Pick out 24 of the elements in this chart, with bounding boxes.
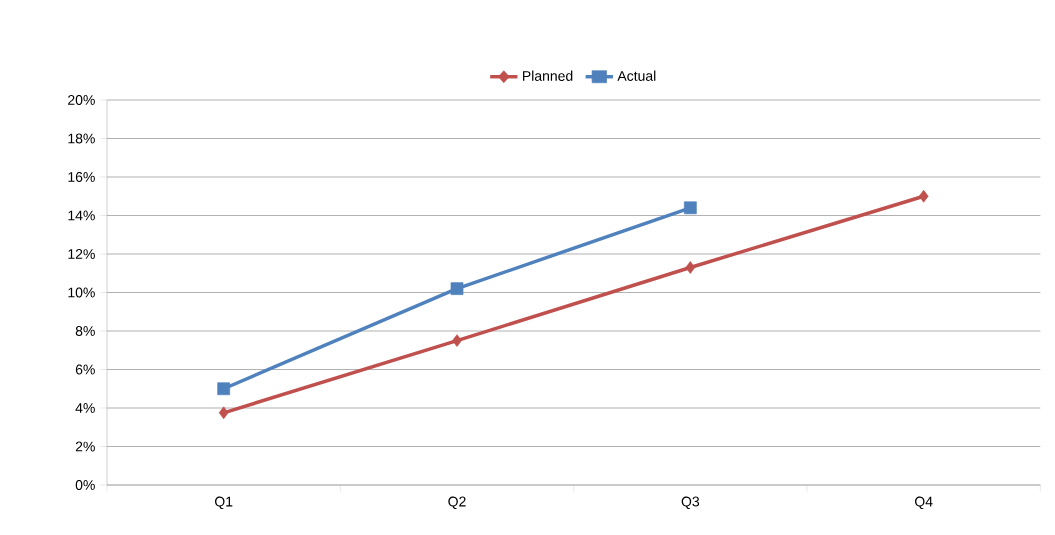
- y-tick-label: 16%: [68, 172, 95, 182]
- x-tick-label: Q3: [681, 496, 700, 510]
- legend-label: Actual: [617, 70, 656, 81]
- y-tick-label: 2%: [75, 441, 95, 452]
- point: [450, 282, 464, 295]
- point: [685, 261, 696, 274]
- point: [218, 406, 229, 420]
- point: [217, 382, 231, 396]
- point: [684, 201, 697, 215]
- y-tick-label: 12%: [68, 249, 95, 259]
- y-tick-label: 6%: [75, 364, 95, 375]
- x-tick-label: Q2: [448, 496, 466, 510]
- y-tick-label: 0%: [75, 480, 95, 490]
- legend-label: Planned: [523, 70, 573, 81]
- y-tick-label: 10%: [68, 287, 95, 298]
- x-tick-label: Q1: [215, 496, 233, 510]
- y-tick-label: 8%: [75, 326, 95, 336]
- x-tick-label: Q4: [915, 496, 933, 510]
- point: [918, 189, 929, 203]
- y-tick-label: 18%: [68, 133, 95, 144]
- point: [452, 334, 462, 347]
- y-tick-label: 14%: [68, 210, 95, 221]
- y-tick-label: 20%: [68, 95, 95, 105]
- y-tick-label: 4%: [75, 403, 95, 413]
